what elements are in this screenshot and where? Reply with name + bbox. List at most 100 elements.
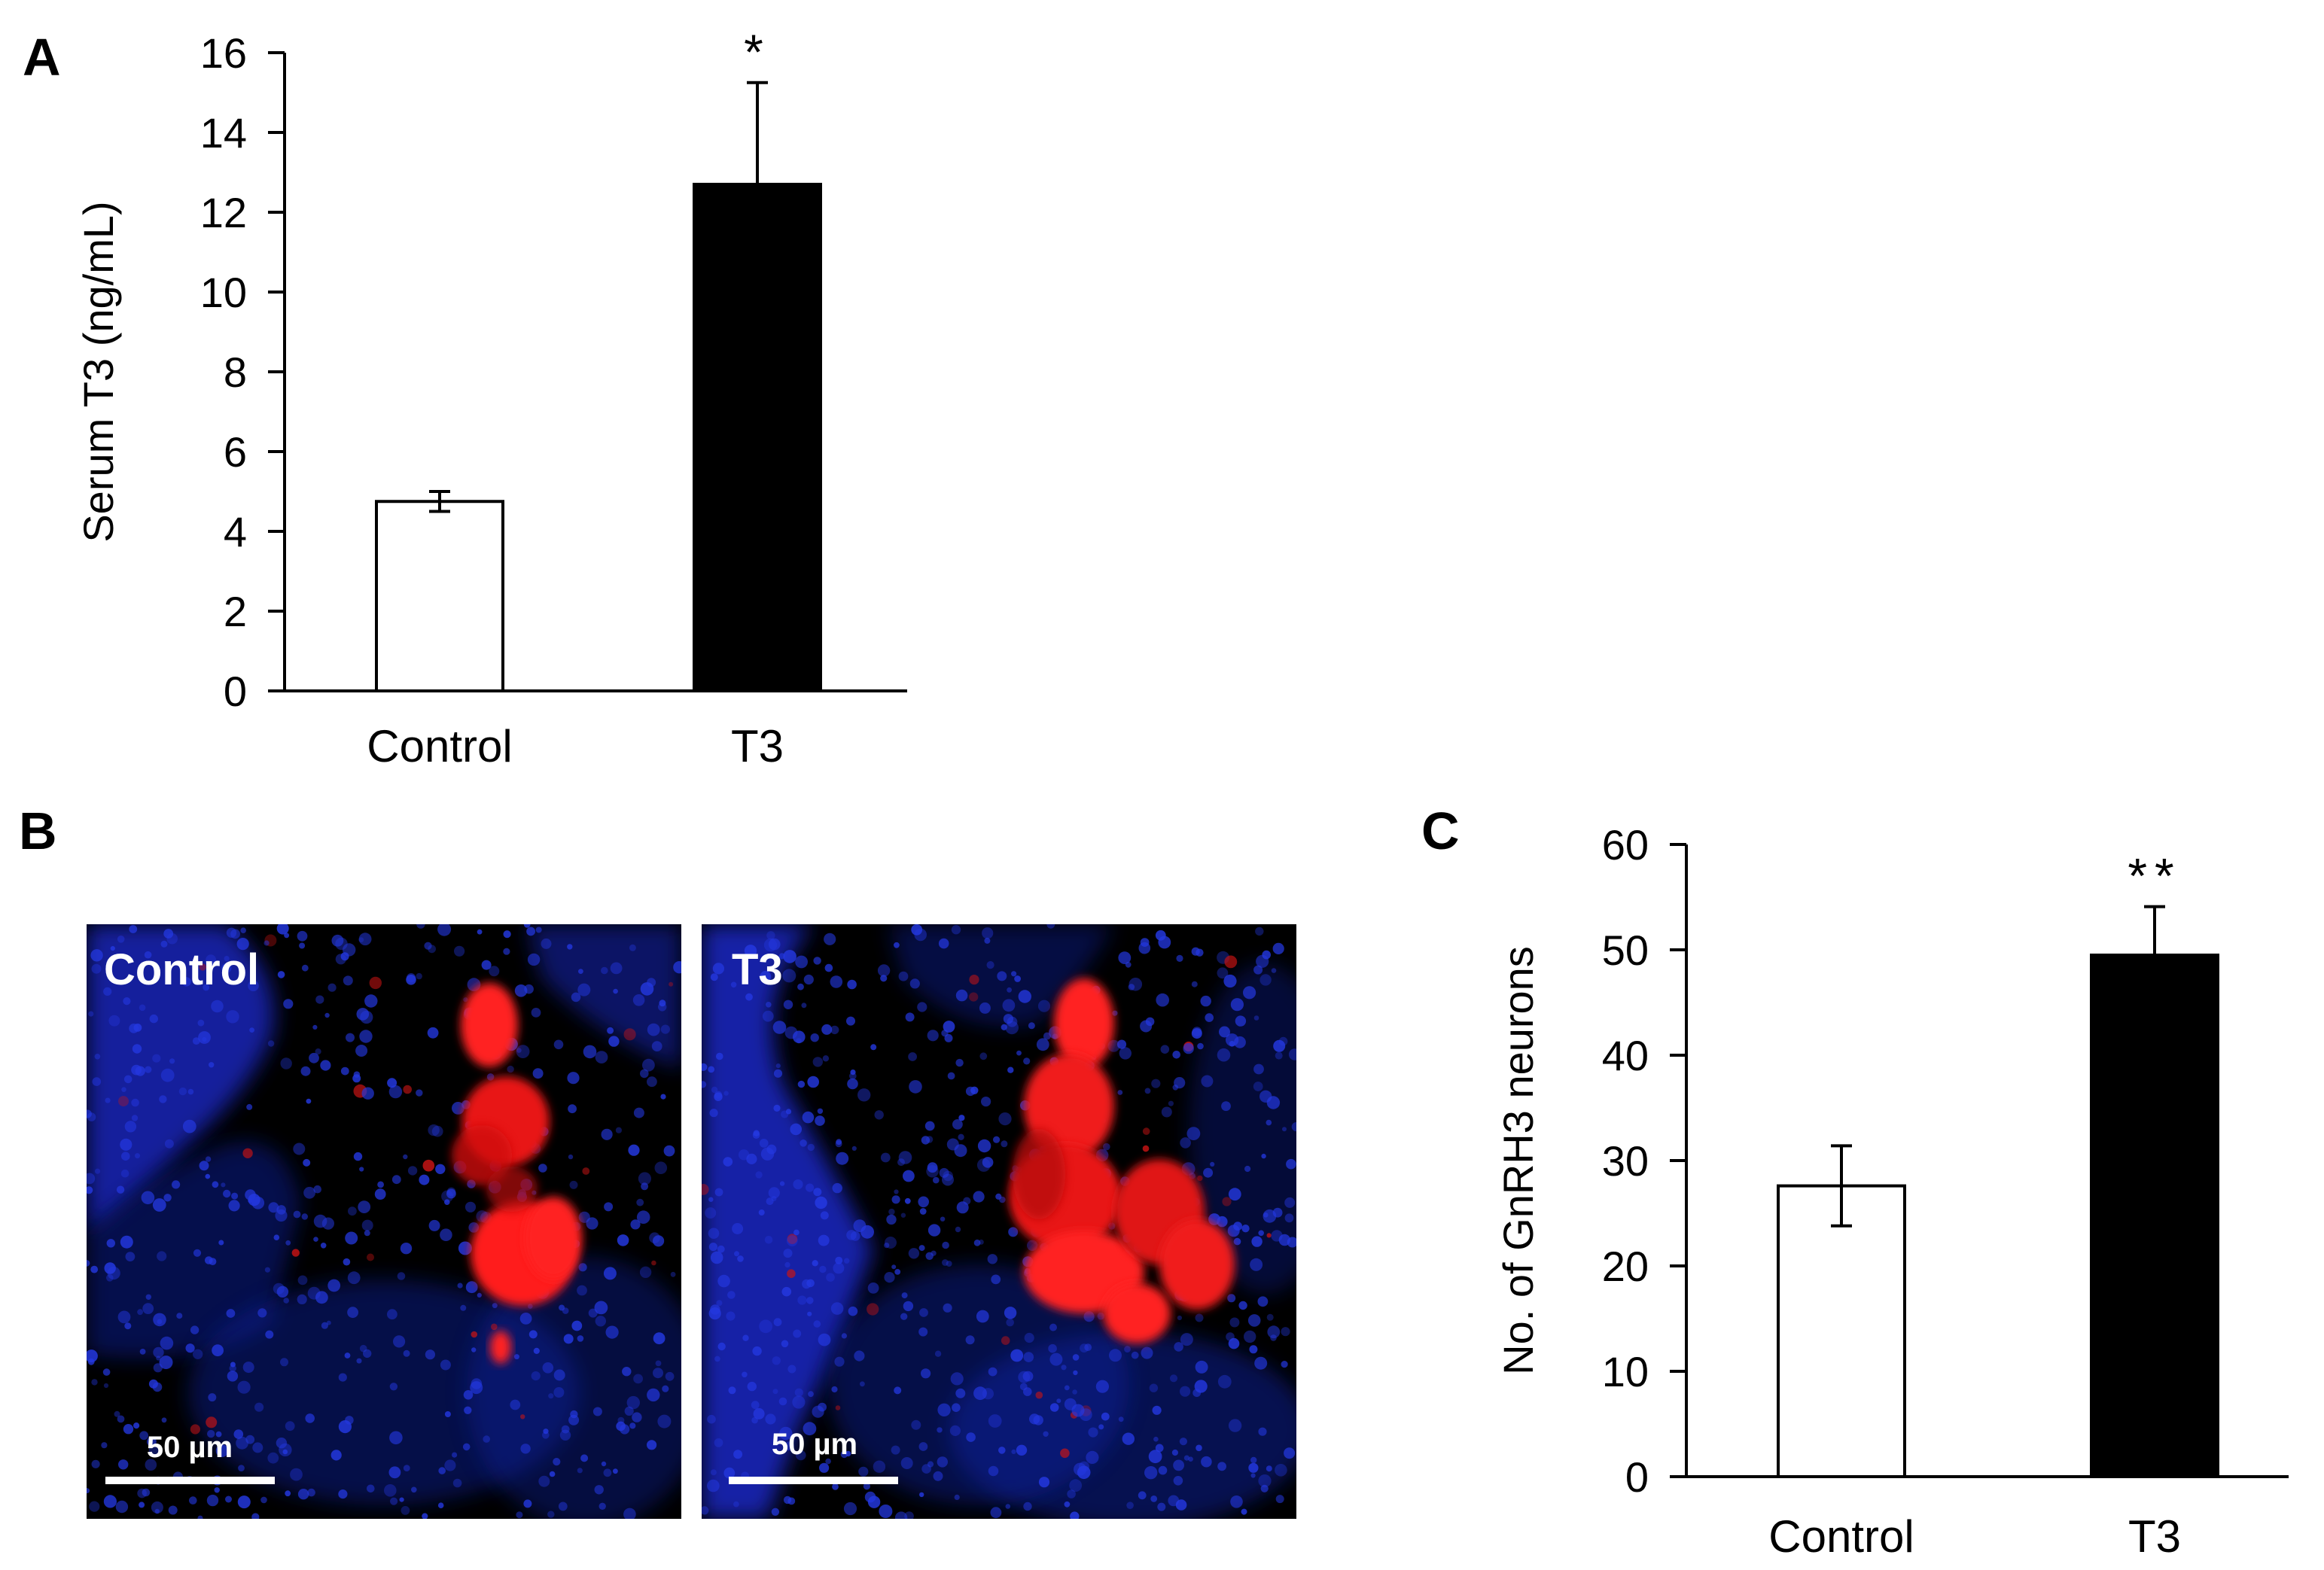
nucleus-dot bbox=[454, 945, 465, 957]
nucleus-dot bbox=[880, 1152, 891, 1163]
nucleus-dot bbox=[199, 1161, 209, 1171]
nucleus-dot bbox=[147, 1437, 157, 1447]
nucleus-dot bbox=[1241, 1225, 1250, 1233]
nucleus-dot bbox=[154, 1508, 160, 1514]
nucleus-dot bbox=[1266, 1465, 1272, 1472]
nucleus-dot bbox=[549, 1471, 556, 1477]
nucleus-dot bbox=[94, 1054, 101, 1060]
nucleus-dot bbox=[1109, 1349, 1122, 1362]
nucleus-dot bbox=[1223, 974, 1237, 988]
nucleus-dot bbox=[103, 987, 112, 996]
nucleus-dot bbox=[939, 1167, 949, 1178]
nucleus-dot bbox=[607, 1027, 614, 1034]
nucleus-dot bbox=[438, 1467, 446, 1474]
nucleus-dot bbox=[1267, 1325, 1281, 1339]
nucleus-dot bbox=[125, 1252, 136, 1261]
nucleus-dot bbox=[1219, 1026, 1230, 1038]
nucleus-dot bbox=[813, 1320, 821, 1328]
nucleus-dot bbox=[894, 1511, 908, 1519]
nucleus-dot bbox=[369, 976, 382, 990]
nucleus-dot bbox=[772, 1021, 787, 1034]
nucleus-dot bbox=[282, 1449, 288, 1455]
nucleus-dot bbox=[620, 1424, 630, 1435]
nucleus-dot bbox=[594, 1485, 604, 1495]
y-tick-label: 40 bbox=[1602, 1032, 1649, 1079]
nucleus-dot bbox=[345, 1231, 358, 1245]
nucleus-dot bbox=[1175, 1499, 1187, 1511]
nucleus-dot bbox=[653, 1368, 663, 1379]
x-category-label: T3 bbox=[731, 721, 784, 771]
nucleus-dot bbox=[290, 1468, 303, 1481]
nucleus-dot bbox=[251, 1513, 260, 1519]
nucleus-dot bbox=[919, 1492, 924, 1498]
nucleus-dot bbox=[841, 1333, 847, 1339]
nucleus-dot bbox=[489, 966, 500, 977]
nucleus-dot bbox=[874, 1110, 884, 1120]
nucleus-dot bbox=[784, 1441, 794, 1451]
nucleus-dot bbox=[1004, 1307, 1017, 1319]
nucleus-dot bbox=[159, 1095, 167, 1103]
nucleus-dot bbox=[358, 1200, 371, 1213]
nucleus-dot bbox=[778, 1397, 787, 1406]
nucleus-dot bbox=[803, 1422, 817, 1436]
nucleus-dot bbox=[124, 1121, 137, 1133]
nucleus-dot bbox=[580, 1454, 589, 1462]
nucleus-dot bbox=[818, 1234, 830, 1246]
nucleus-dot bbox=[212, 1344, 224, 1357]
nucleus-dot bbox=[610, 962, 623, 975]
nucleus-dot bbox=[1266, 1313, 1274, 1321]
nucleus-dot bbox=[760, 971, 772, 982]
nucleus-dot bbox=[117, 1310, 131, 1324]
micrograph-t3-image bbox=[702, 924, 1296, 1519]
nucleus-dot bbox=[391, 1175, 401, 1185]
nucleus-dot bbox=[444, 1199, 450, 1205]
nucleus-dot bbox=[359, 1030, 373, 1043]
nucleus-dot bbox=[993, 1136, 1001, 1143]
nucleus-dot bbox=[1244, 1165, 1251, 1173]
nucleus-dot bbox=[452, 1478, 462, 1488]
nucleus-dot bbox=[1142, 1145, 1150, 1152]
nucleus-dot bbox=[793, 1179, 803, 1190]
nucleus-dot bbox=[91, 1459, 100, 1468]
nucleus-dot bbox=[1119, 1047, 1132, 1060]
nucleus-dot bbox=[797, 1295, 807, 1305]
nucleus-dot bbox=[604, 1202, 614, 1212]
nucleus-dot bbox=[832, 1182, 842, 1194]
nucleus-dot bbox=[651, 1260, 656, 1266]
y-tick-label: 2 bbox=[224, 588, 247, 635]
micrograph-control-label: Control bbox=[104, 945, 259, 994]
nucleus-dot bbox=[532, 1068, 544, 1079]
nucleus-dot bbox=[1005, 1021, 1019, 1035]
nucleus-dot bbox=[106, 1239, 115, 1248]
nucleus-dot bbox=[858, 1466, 869, 1477]
nucleus-dot bbox=[708, 1066, 715, 1073]
nucleus-dot bbox=[802, 1111, 815, 1124]
nucleus-dot bbox=[533, 1347, 540, 1354]
nucleus-dot bbox=[458, 1241, 472, 1255]
y-tick-label: 14 bbox=[200, 109, 247, 157]
nucleus-dot bbox=[437, 1502, 444, 1508]
scale-bar-t3 bbox=[729, 1477, 898, 1484]
nucleus-dot bbox=[88, 1011, 94, 1017]
nucleus-dot bbox=[847, 1078, 858, 1090]
nucleus-dot bbox=[338, 1489, 348, 1499]
nucleus-dot bbox=[384, 1484, 397, 1497]
nucleus-dot bbox=[880, 975, 888, 982]
nucleus-dot bbox=[297, 1294, 307, 1304]
nucleus-dot bbox=[137, 1309, 144, 1316]
nucleus-dot bbox=[569, 1180, 578, 1189]
nucleus-dot bbox=[1258, 1230, 1264, 1237]
nucleus-dot bbox=[981, 1097, 991, 1107]
y-tick-label: 12 bbox=[200, 189, 247, 236]
nucleus-dot bbox=[835, 1140, 842, 1148]
nucleus-dot bbox=[571, 992, 581, 1003]
nucleus-dot bbox=[367, 1253, 374, 1261]
nucleus-dot bbox=[360, 1010, 373, 1024]
nucleus-dot bbox=[578, 1211, 590, 1223]
nucleus-dot bbox=[516, 1511, 523, 1519]
nucleus-dot bbox=[299, 942, 306, 949]
nucleus-dot bbox=[419, 1174, 430, 1185]
nucleus-dot bbox=[605, 1325, 619, 1339]
nucleus-dot bbox=[123, 1424, 134, 1435]
nucleus-dot bbox=[1028, 1022, 1035, 1030]
